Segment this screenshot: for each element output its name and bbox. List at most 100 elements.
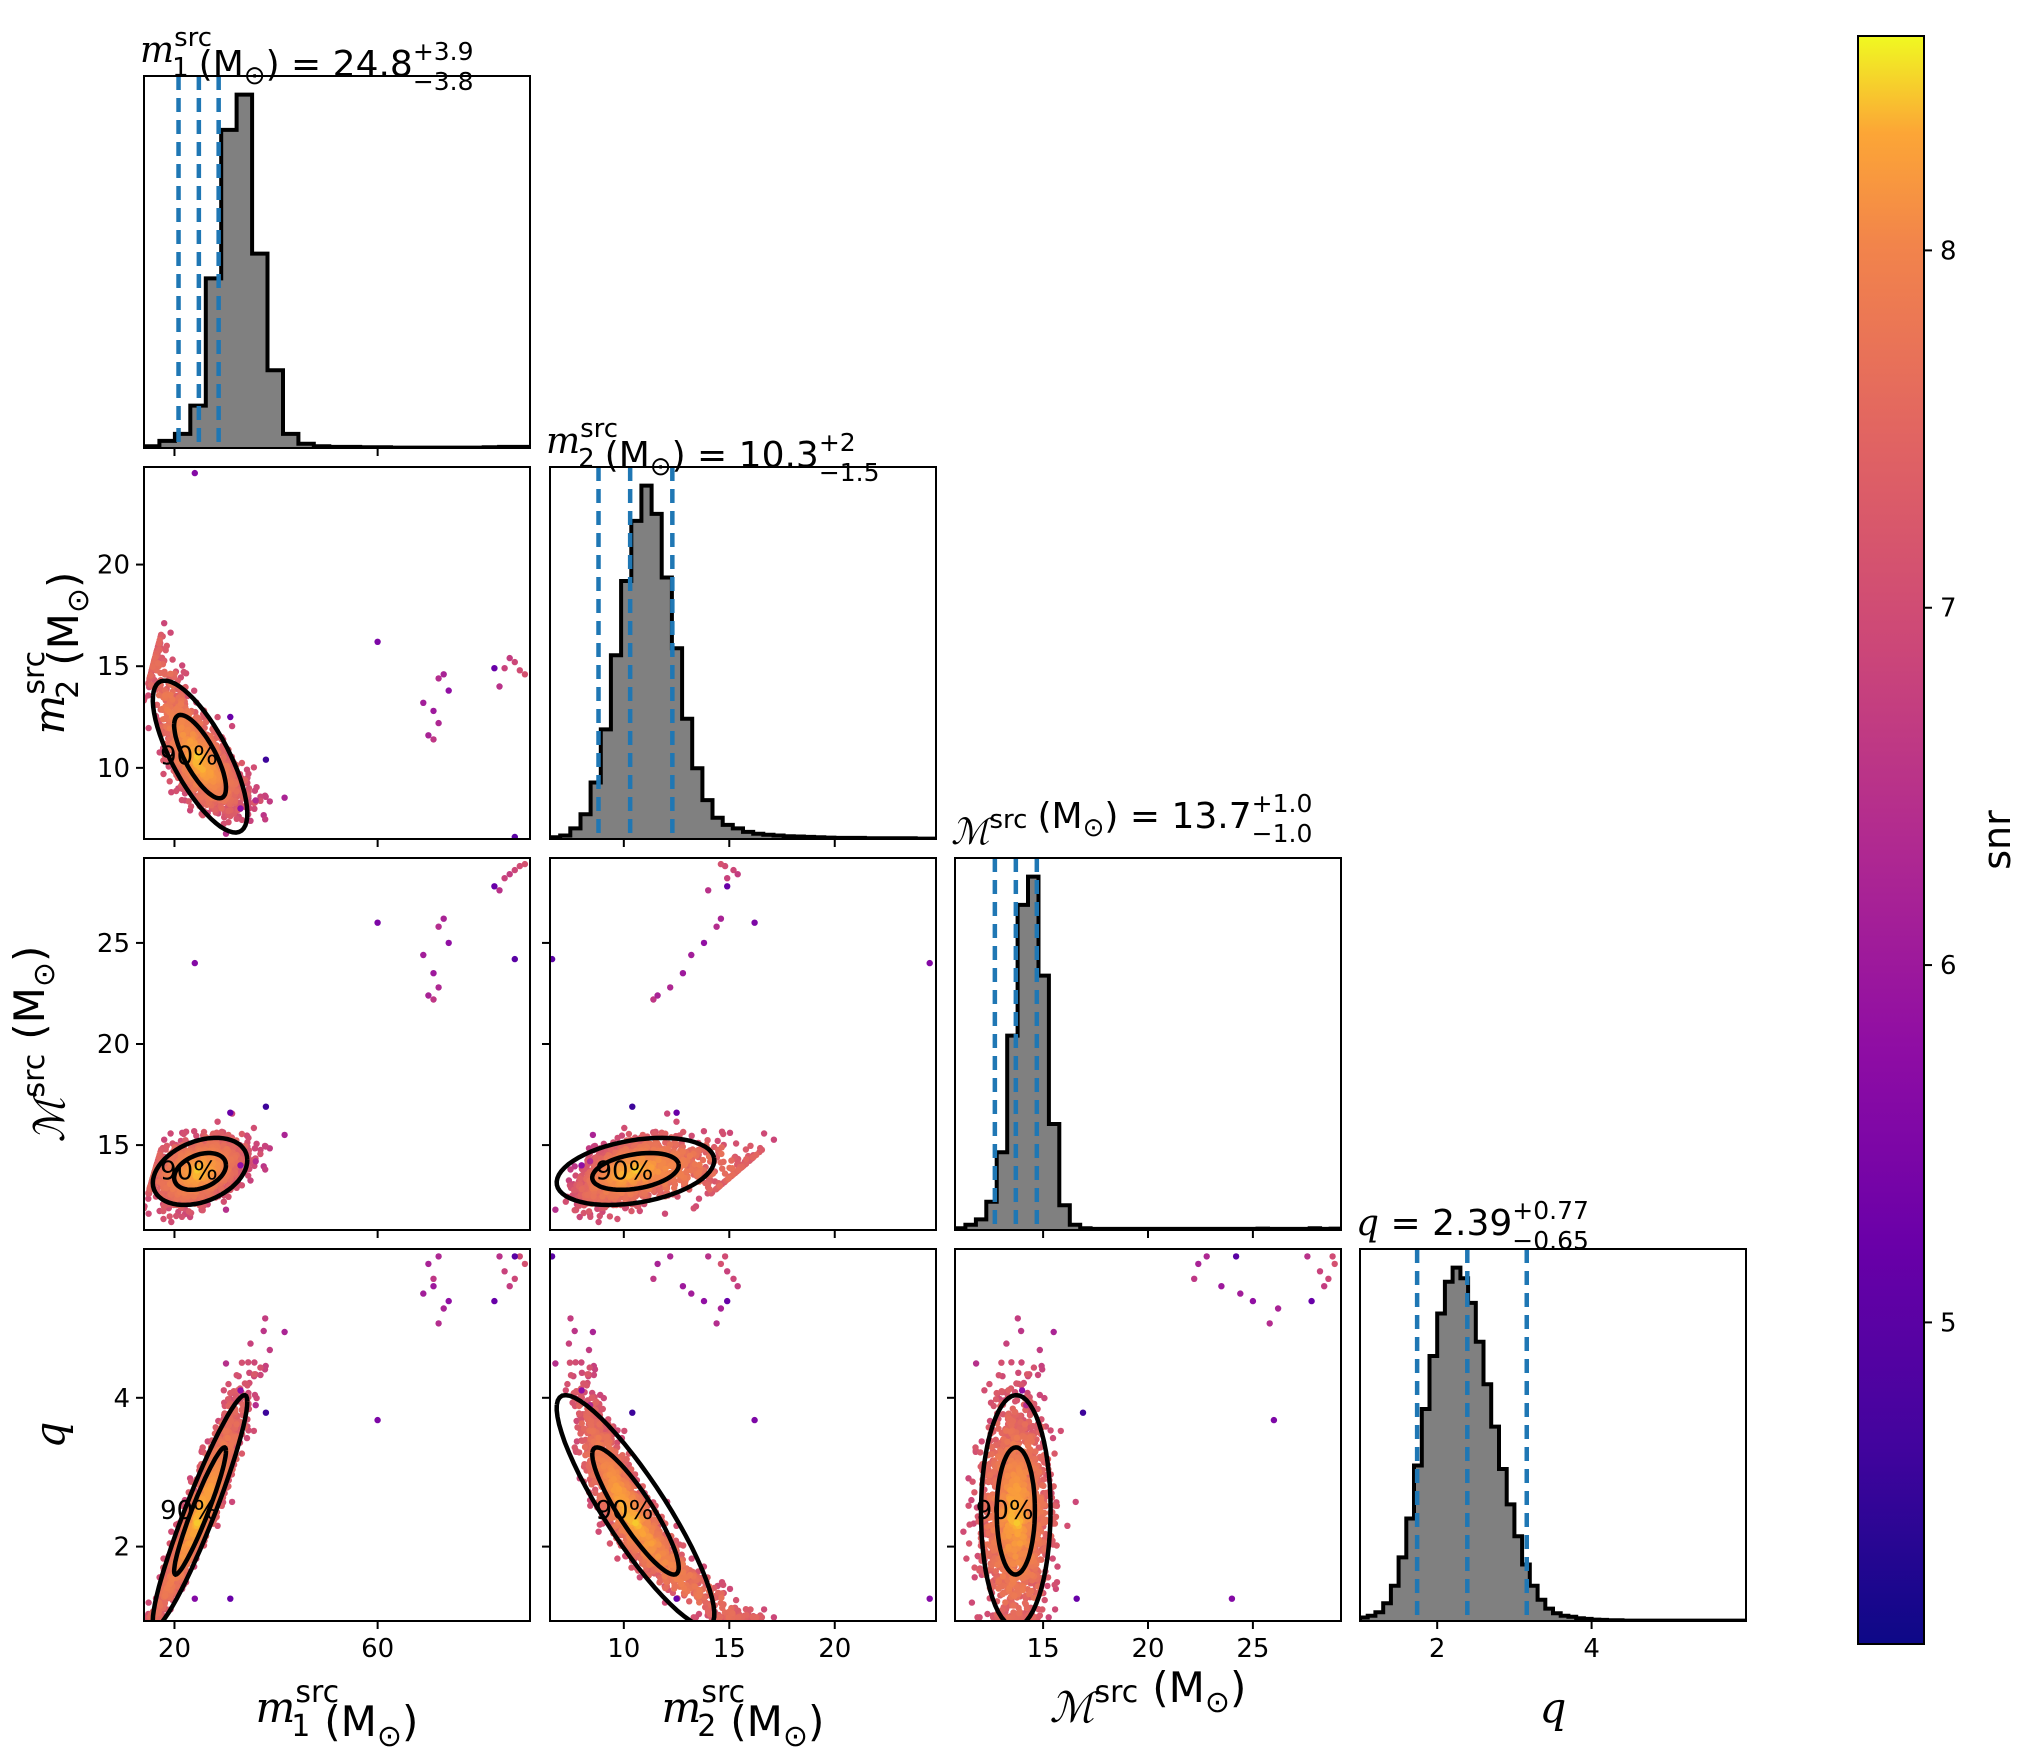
scatter-point [245, 1172, 252, 1179]
scatter-point [225, 1131, 232, 1139]
histogram-fill [144, 94, 530, 448]
scatter-point [154, 660, 162, 667]
scatter-point [430, 970, 437, 977]
scatter-point [192, 1172, 199, 1179]
scatter-point [145, 692, 152, 699]
panel-content [144, 76, 530, 448]
scatter-point [173, 1212, 180, 1220]
scatter-point [511, 955, 518, 963]
scatter-point [562, 1198, 569, 1205]
scatter-point [690, 1205, 697, 1212]
scatter-point [149, 663, 156, 671]
scatter-point [590, 1193, 597, 1200]
scatter-point [720, 1130, 727, 1138]
scatter-point [145, 724, 152, 732]
scatter-point [506, 871, 513, 878]
scatter-point [181, 737, 189, 744]
scatter-point [173, 787, 180, 795]
scatter-point [161, 620, 168, 627]
scatter-point [257, 797, 264, 804]
scatter-point [167, 670, 174, 677]
scatter-point [506, 654, 513, 662]
scatter-point [580, 1209, 587, 1217]
scatter-point [179, 1168, 187, 1175]
scatter-point [718, 1144, 725, 1151]
scatter-point [516, 667, 523, 674]
scatter-point [238, 1182, 246, 1189]
scatter-point [700, 1128, 708, 1135]
scatter-point [594, 1205, 601, 1213]
scatter-point [673, 1118, 680, 1125]
scatter-point [501, 665, 508, 672]
scatter-point [420, 951, 427, 959]
scatter-point [657, 1186, 664, 1194]
scatter-point [187, 738, 194, 745]
scatter-point [192, 759, 199, 766]
scatter-point [425, 732, 432, 739]
scatter-point [440, 915, 447, 922]
scatter-point [159, 1180, 166, 1188]
scatter-point [511, 833, 518, 839]
scatter-point [163, 642, 170, 649]
scatter-point [440, 671, 447, 678]
scatter-point [704, 1181, 712, 1188]
scatter-point [184, 707, 191, 715]
scatter-point [589, 1131, 597, 1139]
scatter-point [686, 1152, 694, 1160]
contour-90 [150, 678, 250, 835]
contour-label-90: 90% [160, 742, 218, 772]
scatter-point [606, 1213, 614, 1220]
scatter-point [565, 1177, 573, 1184]
scatter-point [161, 671, 169, 678]
scatter-point [445, 687, 452, 694]
scatter-point [262, 816, 269, 823]
scatter-point [222, 1206, 230, 1213]
contour-50 [171, 712, 229, 801]
scatter-point [233, 788, 240, 795]
scatter-point [250, 1124, 258, 1132]
scatter-point [728, 1157, 735, 1164]
scatter-point [152, 654, 159, 661]
scatter-point [511, 658, 518, 666]
scatter-point [167, 1161, 174, 1169]
scatter-point [596, 1212, 603, 1220]
panel-m1-m1: msrc 1 (M⊙) = 24.8+3.9 −3.8 [140, 23, 531, 456]
scatter-point [695, 1195, 703, 1202]
scatter-point [189, 746, 197, 753]
scatter-point [233, 815, 240, 822]
scatter-point [191, 959, 198, 967]
scatter-point [162, 692, 169, 699]
scatter-point [207, 1166, 214, 1173]
scatter-point [205, 799, 213, 807]
scatter-point [202, 718, 210, 726]
scatter-point [236, 799, 244, 806]
scatter-point [281, 1131, 288, 1139]
scatter-point [262, 1103, 270, 1110]
y-tick-label: 20 [97, 1030, 130, 1060]
scatter-point [570, 1186, 577, 1194]
scatter-point [178, 796, 186, 804]
histogram-fill [550, 485, 936, 839]
scatter-point [430, 996, 437, 1003]
scatter-point [521, 860, 529, 868]
scatter-point [167, 691, 174, 699]
scatter-point [696, 1161, 703, 1169]
scatter-point [227, 1156, 234, 1163]
scatter-point [425, 992, 432, 999]
scatter-point [218, 805, 225, 812]
scatter-point [691, 1161, 699, 1168]
scatter-point [679, 1148, 686, 1155]
scatter-point [178, 724, 185, 731]
scatter-point [587, 1213, 594, 1221]
scatter-point [189, 731, 196, 738]
contour-label-90: 90% [160, 1156, 218, 1186]
y-tick-label: 10 [97, 754, 130, 784]
scatter-point [614, 1134, 621, 1142]
scatter-point [166, 725, 174, 732]
scatter-point [430, 736, 437, 743]
scatter-point [576, 1213, 583, 1221]
scatter-point [187, 803, 195, 810]
scatter-point [237, 805, 244, 812]
scatter-point [194, 753, 201, 760]
scatter-point [191, 469, 198, 477]
